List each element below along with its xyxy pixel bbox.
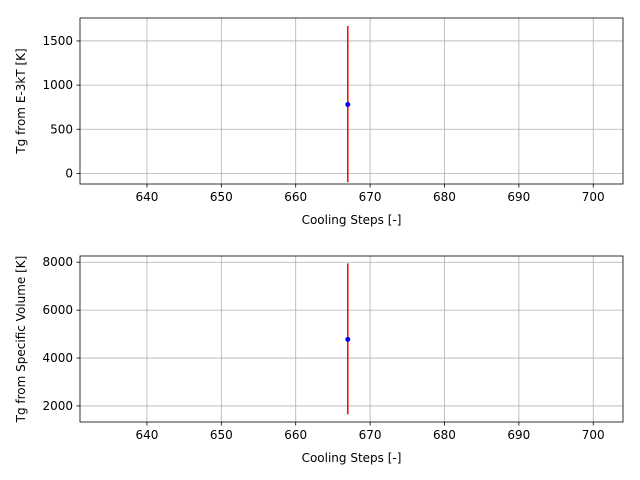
y-tick-label: 2000 (42, 399, 73, 413)
x-tick-label: 700 (582, 428, 605, 442)
y-tick-label: 0 (65, 166, 73, 180)
x-tick-label: 660 (284, 428, 307, 442)
data-point (345, 102, 351, 108)
x-tick-label: 700 (582, 190, 605, 204)
x-axis-label: Cooling Steps [-] (302, 213, 402, 227)
top-subplot: 640 650 660 670 680 690 700 0 500 1000 1500 Cooling… (14, 17, 624, 227)
x-tick-label: 690 (507, 190, 530, 204)
y-tick-label: 1000 (42, 78, 73, 92)
x-tick-label: 680 (433, 190, 456, 204)
x-tick-label: 690 (507, 428, 530, 442)
x-axis-label: Cooling Steps [-] (302, 451, 402, 465)
y-tick-label: 4000 (42, 351, 73, 365)
x-tick-label: 670 (359, 428, 382, 442)
x-tick-label: 660 (284, 190, 307, 204)
data-point (345, 336, 351, 342)
x-tick-label: 670 (359, 190, 382, 204)
y-tick-label: 8000 (42, 255, 73, 269)
y-tick-label: 1500 (42, 34, 73, 48)
x-tick-label: 650 (210, 190, 233, 204)
x-tick-label: 640 (135, 428, 158, 442)
axes-frame (79, 255, 624, 423)
x-tick-label: 650 (210, 428, 233, 442)
y-axis-label: Tg from E-3kT [K] (14, 48, 28, 154)
axes-frame (79, 17, 624, 185)
x-tick-label: 680 (433, 428, 456, 442)
bottom-subplot: 640 650 660 670 680 690 700 2000 4000 6000 8000 Coo… (14, 255, 624, 465)
y-tick-label: 500 (50, 122, 73, 136)
y-axis-label: Tg from Specific Volume [K] (14, 256, 28, 424)
y-tick-label: 6000 (42, 303, 73, 317)
x-tick-label: 640 (135, 190, 158, 204)
